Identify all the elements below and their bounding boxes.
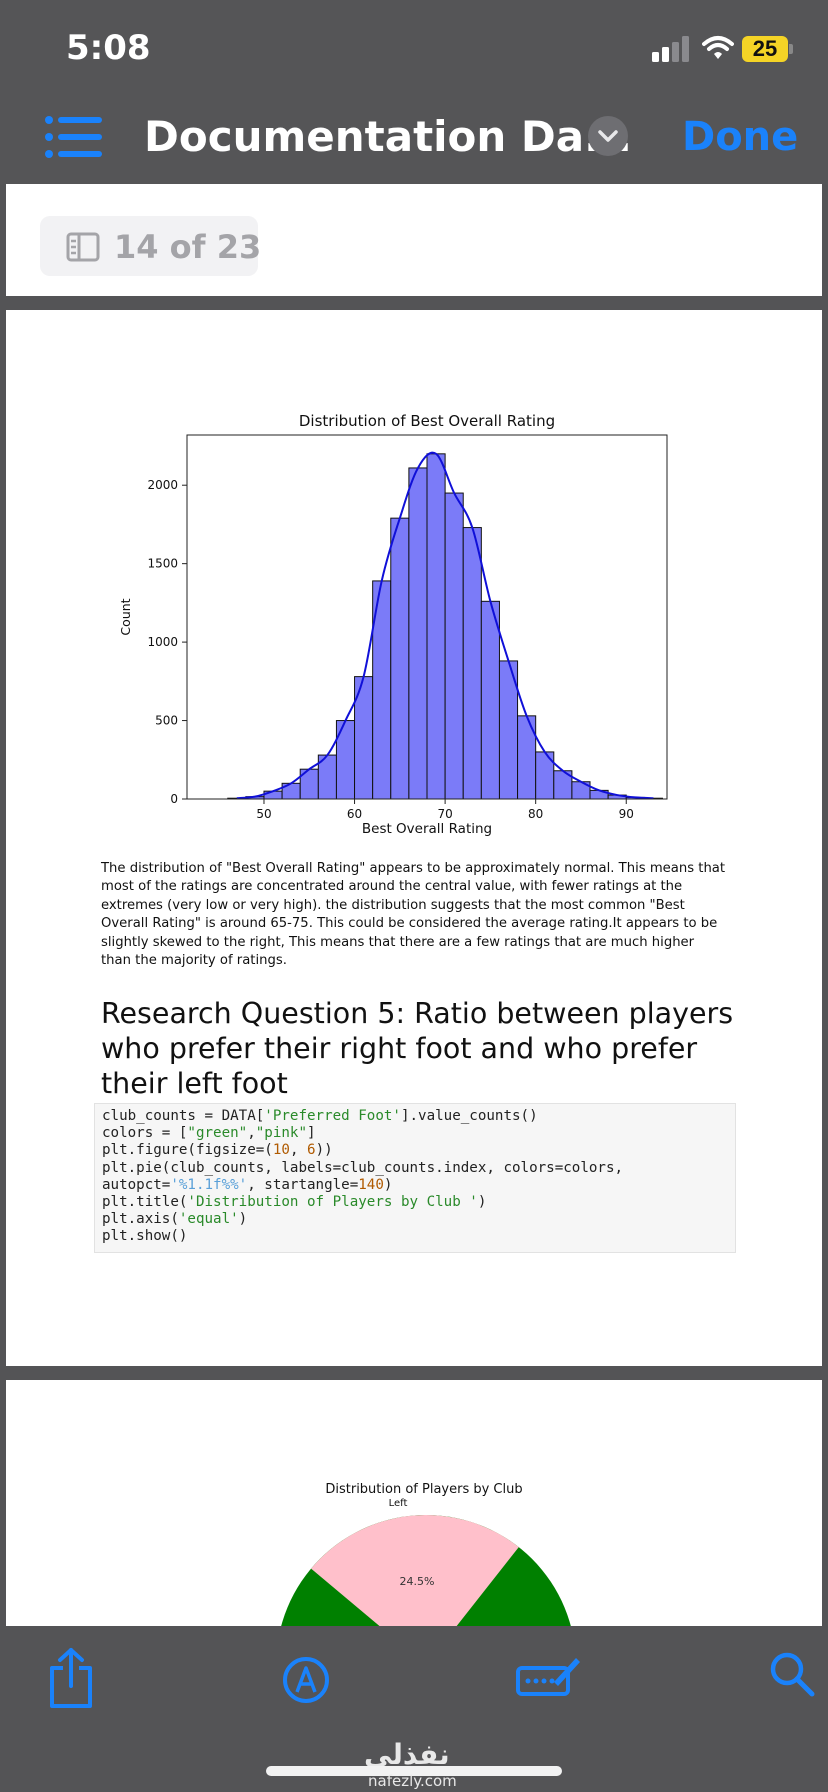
pie-label-left: Left — [389, 1498, 408, 1509]
watermark-url: nafezly.com — [368, 1772, 457, 1790]
signal-icon — [652, 36, 689, 62]
keyboard-edit-icon[interactable] — [516, 1652, 582, 1698]
code-token: 10 — [272, 1142, 290, 1159]
histogram-bar — [444, 492, 464, 800]
code-token: ) — [383, 1176, 393, 1193]
code-token: plt.title( — [102, 1194, 188, 1211]
y-tick-label: 500 — [155, 714, 178, 728]
share-icon[interactable] — [46, 1646, 96, 1710]
code-token: plt.pie(club_counts, labels=club_counts.… — [102, 1159, 624, 1176]
status-bar: 5:08 25 — [0, 0, 828, 92]
chart-title: Distribution of Best Overall Rating — [299, 412, 555, 430]
code-token: plt.show() — [102, 1228, 188, 1245]
x-tick-label: 50 — [256, 807, 271, 821]
watermark-arabic: نفذلي — [364, 1738, 450, 1771]
battery-cap — [789, 44, 793, 54]
histogram-bar — [480, 600, 500, 800]
pie-chart: Distribution of Players by Club Left 24.… — [280, 1482, 572, 1630]
nav-bar — [0, 92, 828, 184]
title-menu-button[interactable] — [588, 116, 628, 156]
markup-icon[interactable] — [282, 1656, 330, 1704]
x-tick-label: 80 — [528, 807, 543, 821]
chevron-down-icon — [598, 130, 618, 142]
histogram-bar — [390, 517, 410, 800]
code-token: "green" — [187, 1125, 248, 1142]
page-indicator-text: 14 of 23 — [114, 228, 262, 266]
home-indicator[interactable] — [266, 1766, 562, 1776]
page-icon — [66, 232, 100, 262]
pie-slice-left — [311, 1515, 519, 1630]
x-tick-label: 60 — [347, 807, 362, 821]
code-token: club_counts = DATA[ — [102, 1108, 265, 1124]
code-text: club_counts = DATA['Preferred Foot'].val… — [102, 1108, 623, 1246]
pie-percent-label: 24.5% — [400, 1575, 435, 1588]
status-time: 5:08 — [66, 28, 151, 68]
research-question-heading: Research Question 5: Ratio between playe… — [101, 997, 734, 1100]
code-token: 'Distribution of Players by Club ' — [187, 1194, 478, 1211]
code-token: ) — [477, 1194, 487, 1211]
y-axis-label: Count — [118, 598, 133, 635]
code-token: colors = [ — [102, 1125, 188, 1142]
y-tick-label: 1000 — [147, 635, 178, 649]
code-token: 'Preferred Foot' — [264, 1108, 401, 1124]
list-icon[interactable] — [44, 114, 104, 160]
bottom-toolbar — [0, 1626, 828, 1792]
battery-indicator: 25 — [742, 36, 788, 62]
page-indicator[interactable]: 14 of 23 — [40, 216, 262, 276]
code-cell: club_counts = DATA['Preferred Foot'].val… — [94, 1103, 736, 1253]
x-tick-label: 70 — [437, 807, 452, 821]
wifi-icon — [702, 36, 734, 59]
y-tick-label: 0 — [170, 792, 178, 806]
y-tick-label: 1500 — [147, 557, 178, 571]
histogram-bar — [408, 467, 428, 800]
code-token: plt.axis( — [102, 1211, 179, 1228]
x-axis-label: Best Overall Rating — [362, 821, 492, 837]
code-token: "pink" — [255, 1125, 308, 1142]
histogram-bar — [462, 527, 482, 800]
code-token: ) — [238, 1211, 248, 1228]
code-token: , — [289, 1142, 308, 1159]
code-token: autopct= — [102, 1176, 171, 1193]
code-token: ] — [307, 1125, 316, 1142]
code-token: '%1.1f%%' — [170, 1176, 248, 1193]
done-button[interactable]: Done — [682, 114, 799, 160]
document-title: Documentation Da... — [144, 112, 633, 161]
x-tick-label: 90 — [619, 807, 634, 821]
code-token: 'equal' — [178, 1211, 239, 1228]
code-token: ].value_counts() — [400, 1108, 538, 1124]
code-token: )) — [315, 1142, 333, 1159]
pie-title: Distribution of Players by Club — [325, 1482, 522, 1497]
y-tick-label: 2000 — [147, 478, 178, 492]
histogram-chart: Distribution of Best Overall Rating 0 500… — [118, 412, 668, 837]
code-token: 6 — [307, 1142, 316, 1159]
analysis-paragraph: The distribution of "Best Overall Rating… — [101, 861, 726, 969]
code-token: , startangle= — [247, 1176, 359, 1193]
code-token: 140 — [358, 1176, 384, 1193]
code-token: plt.figure(figsize=( — [102, 1142, 273, 1159]
kde-line — [236, 451, 654, 800]
code-token: , — [247, 1125, 256, 1142]
page-next: Distribution of Players by Club Left 24.… — [6, 1380, 822, 1630]
histogram-bar — [426, 453, 446, 800]
search-icon[interactable] — [768, 1650, 816, 1698]
